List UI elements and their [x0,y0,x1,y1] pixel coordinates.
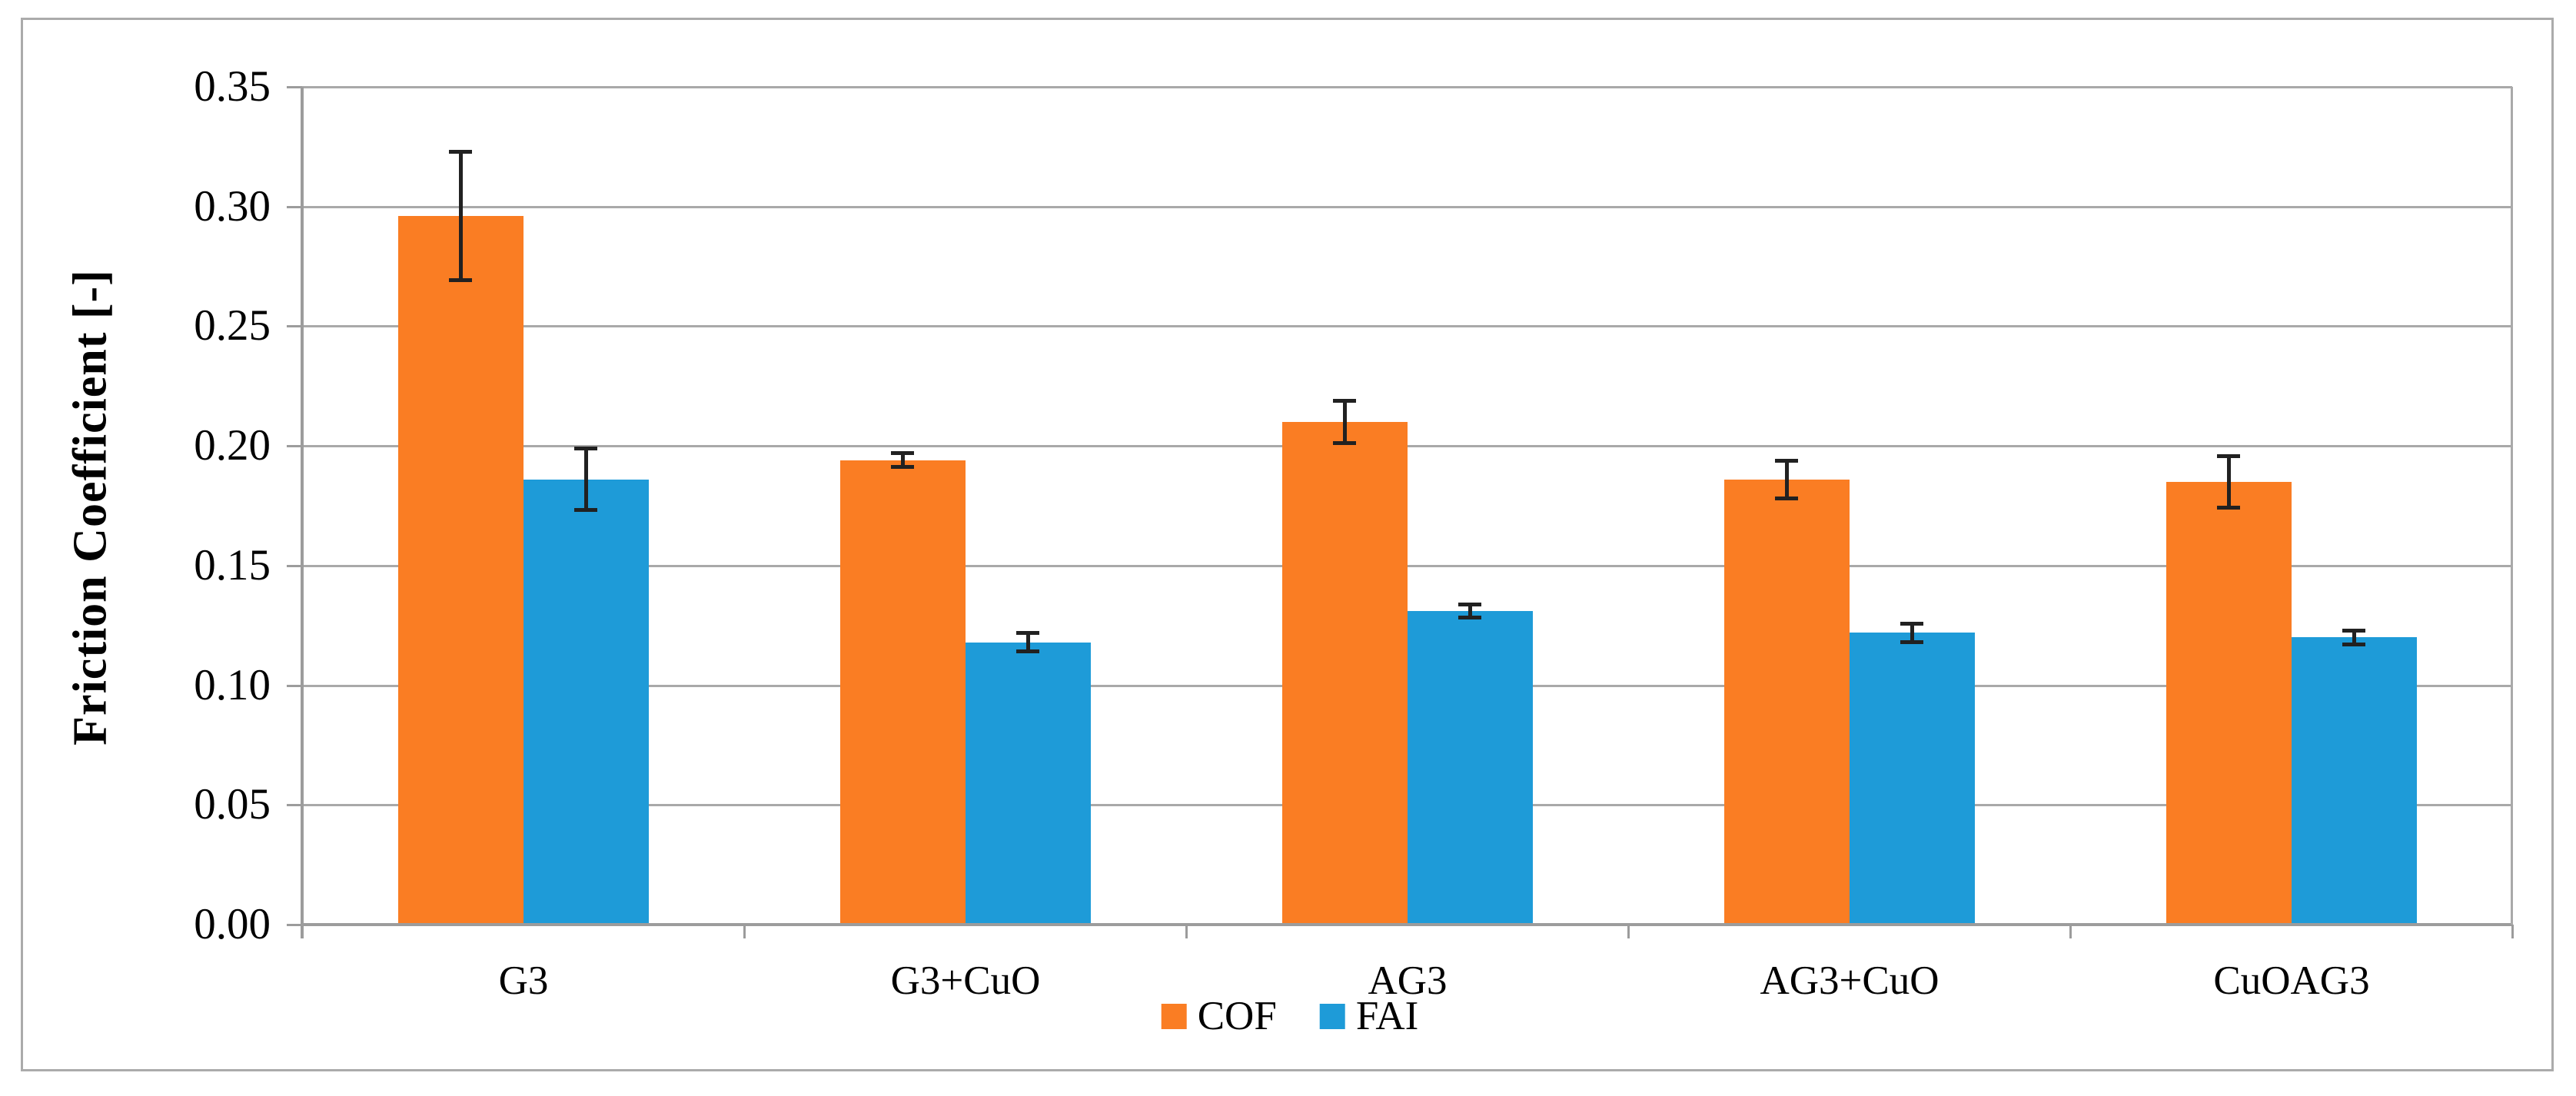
x-category-label: AG3 [1368,958,1448,1003]
y-tick-label: 0.05 [194,780,271,829]
error-bar-cap-bottom [1775,497,1798,500]
error-bar-line [584,448,588,510]
y-axis-tick [287,804,302,806]
bar-cof-CuOAG3 [2166,482,2292,925]
error-bar-line [2352,630,2356,645]
bar-cof-G3 [398,216,524,925]
error-bar-cap-top [2217,454,2240,458]
error-bar-cap-top [891,451,914,455]
error-bar-cap-bottom [1458,616,1481,619]
error-bar-cap-top [2342,629,2365,633]
x-axis-tick [2511,925,2514,938]
y-tick-label: 0.15 [194,541,271,590]
bar-cof-AG3 [1282,422,1408,925]
bar-fai-CuOAG3 [2292,637,2417,925]
gridline [302,325,2512,327]
error-bar-line [1785,460,1789,499]
error-bar-line [459,151,463,281]
y-axis-line [301,87,304,938]
y-axis-tick [287,445,302,447]
bar-cof-G3+CuO [840,460,966,925]
y-tick-label: 0.20 [194,421,271,470]
error-bar-cap-bottom [2217,506,2240,510]
error-bar-cap-bottom [449,278,472,282]
error-bar-cap-top [1458,603,1481,606]
bar-cof-AG3+CuO [1724,480,1850,925]
plot-right-border [2511,87,2513,925]
error-bar-cap-bottom [1900,640,1923,644]
legend-swatch-fai [1319,1004,1345,1029]
legend-label-cof: COF [1197,994,1277,1038]
error-bar-line [1910,623,1914,643]
y-tick-label: 0.25 [194,301,271,350]
error-bar-cap-top [1333,399,1356,403]
error-bar-cap-bottom [1333,441,1356,445]
error-bar-line [1468,604,1472,618]
y-tick-label: 0.00 [194,900,271,948]
error-bar-cap-bottom [1016,649,1039,653]
x-category-label: G3 [498,958,549,1003]
error-bar-cap-top [1775,459,1798,463]
error-bar-cap-top [574,447,597,450]
legend-swatch-cof [1161,1004,1187,1029]
error-bar-cap-top [1016,631,1039,635]
error-bar-line [1343,400,1347,443]
error-bar-line [2227,456,2231,508]
y-axis-tick [287,325,302,327]
x-axis-line [302,923,2512,926]
error-bar-cap-top [1900,622,1923,626]
error-bar-line [1026,633,1030,652]
bar-fai-AG3 [1408,611,1533,925]
x-axis-tick [301,925,304,938]
legend: COF FAI [1161,994,1419,1038]
gridline [302,206,2512,208]
x-category-label: AG3+CuO [1760,958,1939,1003]
y-axis-tick [287,685,302,687]
bar-fai-G3 [524,480,649,925]
y-tick-label: 0.35 [194,62,271,111]
x-axis-tick [1185,925,1188,938]
x-category-label: CuOAG3 [2213,958,2370,1003]
y-axis-tick [287,86,302,88]
y-axis-tick [287,206,302,208]
x-axis-tick [2069,925,2072,938]
error-bar-cap-bottom [574,508,597,512]
x-axis-tick [743,925,746,938]
bar-fai-AG3+CuO [1850,633,1975,925]
y-axis-tick [287,924,302,926]
error-bar-cap-bottom [2342,643,2365,646]
figure-border [21,18,2554,1071]
gridline [302,86,2512,88]
y-tick-label: 0.30 [194,182,271,231]
y-axis-tick [287,565,302,567]
x-axis-tick [1627,925,1630,938]
error-bar-line [901,453,905,467]
error-bar-cap-top [449,150,472,154]
error-bar-cap-bottom [891,465,914,469]
y-tick-label: 0.10 [194,661,271,709]
x-category-label: G3+CuO [890,958,1041,1003]
legend-label-fai: FAI [1355,994,1419,1038]
bar-fai-G3+CuO [966,643,1091,925]
